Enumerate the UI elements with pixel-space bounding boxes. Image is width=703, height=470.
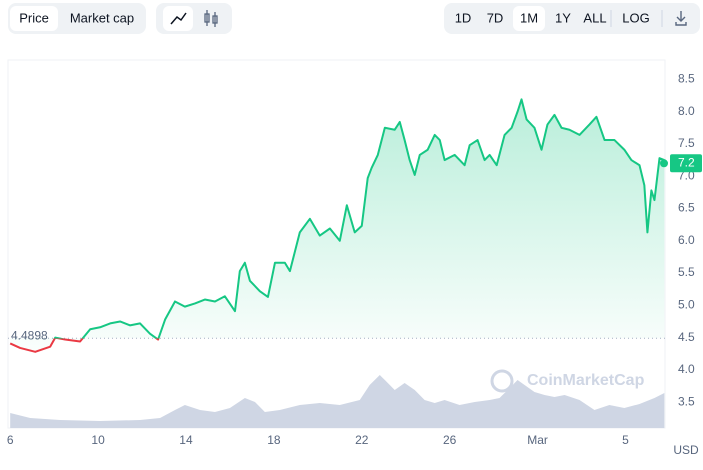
range-button[interactable]: LOG	[622, 10, 649, 25]
watermark: CoinMarketCap	[527, 372, 645, 389]
download-button[interactable]	[675, 11, 687, 26]
range-button[interactable]: ALL	[583, 10, 606, 25]
x-tick-label: 18	[267, 433, 281, 447]
currency-label: USD	[673, 443, 699, 457]
watermark-logo	[490, 369, 514, 393]
y-tick-label: 4.0	[678, 362, 695, 376]
current-price-dot	[660, 159, 668, 168]
range-button[interactable]: 1Y	[555, 10, 571, 25]
y-tick-label: 8.0	[678, 104, 695, 118]
volume-area	[10, 375, 665, 428]
x-tick-label: 10	[91, 433, 105, 447]
tab-button[interactable]: Market cap	[70, 10, 134, 25]
candle-icon[interactable]	[204, 10, 218, 27]
range-button[interactable]: 7D	[487, 10, 504, 25]
price-line	[9, 98, 665, 353]
y-tick-label: 4.5	[678, 330, 695, 344]
x-tick-label: 14	[179, 433, 193, 447]
x-tick-label: 26	[443, 433, 457, 447]
tab-active-bg	[10, 6, 58, 31]
line-icon	[170, 12, 187, 25]
y-tick-label: 7.5	[678, 136, 695, 150]
y-tick-label: 3.5	[678, 394, 695, 408]
plot: 4.4898	[8, 98, 665, 428]
range-button[interactable]: 1D	[455, 10, 472, 25]
y-tick-label: 6.5	[678, 201, 695, 215]
range-group	[444, 3, 700, 34]
tab-button[interactable]: Price	[19, 10, 49, 25]
x-tick-label: 6	[7, 433, 14, 447]
x-tick-label: Mar	[527, 433, 548, 447]
current-price-label: 7.2	[678, 155, 695, 169]
y-tick-label: 5.0	[678, 298, 695, 312]
y-tick-label: 5.5	[678, 265, 695, 279]
range-active-bg	[513, 6, 545, 31]
range-button[interactable]: 1M	[520, 10, 538, 25]
current-price-tag	[670, 154, 702, 173]
x-tick-label: 5	[622, 433, 629, 447]
price-area	[10, 99, 665, 352]
y-tick-label: 6.0	[678, 233, 695, 247]
y-tick-label: 8.5	[678, 72, 695, 86]
x-tick-label: 22	[355, 433, 369, 447]
